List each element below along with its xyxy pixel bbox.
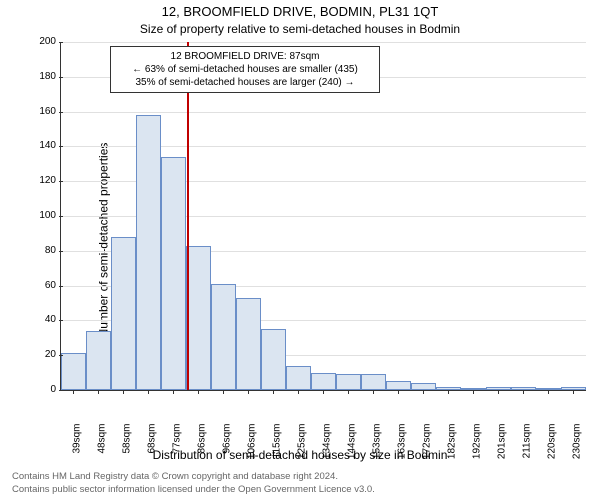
xtick-mark — [548, 390, 549, 394]
chart-container: 12, BROOMFIELD DRIVE, BODMIN, PL31 1QT S… — [0, 0, 600, 500]
ytick-mark — [59, 42, 63, 43]
xtick-label: 86sqm — [196, 424, 207, 466]
xtick-label: 172sqm — [421, 424, 432, 466]
ytick-label: 140 — [26, 140, 56, 151]
xtick-label: 163sqm — [396, 424, 407, 466]
histogram-bar — [461, 388, 486, 390]
xtick-mark — [348, 390, 349, 394]
xtick-mark — [373, 390, 374, 394]
xtick-mark — [98, 390, 99, 394]
ytick-label: 180 — [26, 71, 56, 82]
histogram-bar — [536, 388, 561, 390]
xtick-mark — [448, 390, 449, 394]
histogram-bar — [61, 353, 86, 390]
main-title: 12, BROOMFIELD DRIVE, BODMIN, PL31 1QT — [0, 4, 600, 19]
xtick-label: 201sqm — [496, 424, 507, 466]
xtick-label: 58sqm — [121, 424, 132, 466]
ytick-label: 0 — [26, 384, 56, 395]
ytick-label: 160 — [26, 106, 56, 117]
xtick-mark — [73, 390, 74, 394]
ytick-mark — [59, 181, 63, 182]
xtick-mark — [473, 390, 474, 394]
xtick-label: 77sqm — [171, 424, 182, 466]
xtick-label: 144sqm — [346, 424, 357, 466]
histogram-bar — [336, 374, 361, 390]
xtick-mark — [198, 390, 199, 394]
xtick-mark — [323, 390, 324, 394]
ytick-label: 40 — [26, 314, 56, 325]
info-box: 12 BROOMFIELD DRIVE: 87sqm ← 63% of semi… — [110, 46, 380, 93]
xtick-label: 182sqm — [446, 424, 457, 466]
ytick-mark — [59, 320, 63, 321]
xtick-label: 134sqm — [321, 424, 332, 466]
ytick-label: 200 — [26, 36, 56, 47]
histogram-bar — [411, 383, 436, 390]
xtick-label: 39sqm — [71, 424, 82, 466]
xtick-mark — [398, 390, 399, 394]
histogram-bar — [161, 157, 186, 390]
ytick-label: 80 — [26, 245, 56, 256]
ytick-mark — [59, 146, 63, 147]
ytick-label: 100 — [26, 210, 56, 221]
histogram-bar — [261, 329, 286, 390]
info-line-3: 35% of semi-detached houses are larger (… — [117, 76, 373, 89]
histogram-bar — [211, 284, 236, 390]
xtick-mark — [223, 390, 224, 394]
ytick-mark — [59, 355, 63, 356]
info-line-2: ← 63% of semi-detached houses are smalle… — [117, 63, 373, 76]
histogram-bar — [386, 381, 411, 390]
histogram-bar — [136, 115, 161, 390]
xtick-label: 230sqm — [571, 424, 582, 466]
xtick-mark — [148, 390, 149, 394]
xtick-label: 68sqm — [146, 424, 157, 466]
xtick-label: 48sqm — [96, 424, 107, 466]
gridline — [61, 42, 586, 43]
histogram-bar — [236, 298, 261, 390]
xtick-mark — [123, 390, 124, 394]
histogram-bar — [361, 374, 386, 390]
xtick-label: 220sqm — [546, 424, 557, 466]
ytick-label: 120 — [26, 175, 56, 186]
xtick-label: 192sqm — [471, 424, 482, 466]
histogram-bar — [186, 246, 211, 390]
xtick-label: 115sqm — [271, 424, 282, 466]
ytick-mark — [59, 216, 63, 217]
ytick-mark — [59, 112, 63, 113]
histogram-bar — [86, 331, 111, 390]
xtick-mark — [523, 390, 524, 394]
ytick-mark — [59, 390, 63, 391]
credit-line-2: Contains public sector information licen… — [12, 484, 375, 496]
xtick-mark — [423, 390, 424, 394]
xtick-mark — [248, 390, 249, 394]
xtick-label: 96sqm — [221, 424, 232, 466]
ytick-label: 20 — [26, 349, 56, 360]
sub-title: Size of property relative to semi-detach… — [0, 22, 600, 36]
xtick-mark — [298, 390, 299, 394]
ytick-mark — [59, 251, 63, 252]
credits: Contains HM Land Registry data © Crown c… — [12, 471, 375, 496]
xtick-label: 125sqm — [296, 424, 307, 466]
xtick-mark — [273, 390, 274, 394]
histogram-bar — [311, 373, 336, 390]
ytick-mark — [59, 286, 63, 287]
info-line-1: 12 BROOMFIELD DRIVE: 87sqm — [117, 50, 373, 63]
plot-area — [60, 42, 586, 391]
histogram-bar — [486, 387, 511, 390]
marker-line — [187, 42, 189, 390]
xtick-label: 153sqm — [371, 424, 382, 466]
xtick-label: 211sqm — [521, 424, 532, 466]
xtick-mark — [498, 390, 499, 394]
ytick-label: 60 — [26, 280, 56, 291]
histogram-bar — [286, 366, 311, 390]
histogram-bar — [561, 387, 586, 390]
ytick-mark — [59, 77, 63, 78]
xtick-mark — [573, 390, 574, 394]
histogram-bar — [511, 387, 536, 390]
credit-line-1: Contains HM Land Registry data © Crown c… — [12, 471, 375, 483]
histogram-bar — [436, 387, 461, 390]
histogram-bar — [111, 237, 136, 390]
xtick-label: 106sqm — [246, 424, 257, 466]
xtick-mark — [173, 390, 174, 394]
gridline — [61, 112, 586, 113]
